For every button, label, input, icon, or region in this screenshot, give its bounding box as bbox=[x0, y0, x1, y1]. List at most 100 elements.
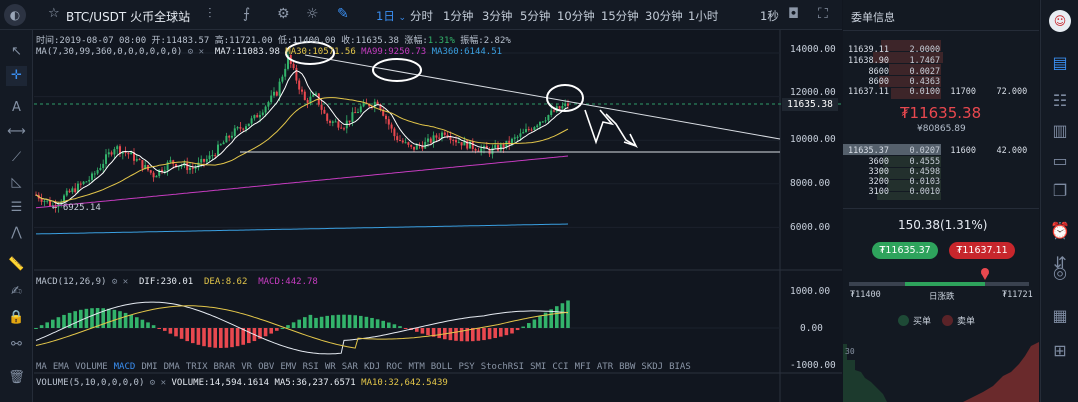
ma-settings-icon[interactable]: ⚙ ✕ bbox=[187, 47, 204, 57]
indicator-tab-stochrsi[interactable]: StochRSI bbox=[480, 362, 525, 372]
interval-5m[interactable]: 5分钟 bbox=[520, 9, 551, 23]
ruler-icon[interactable]: 📏 bbox=[8, 257, 25, 272]
indicator-tab-obv[interactable]: OBV bbox=[258, 362, 275, 372]
interval-1h[interactable]: 1小时 bbox=[688, 9, 719, 23]
crosshair-icon[interactable]: ✛ bbox=[6, 66, 27, 86]
interval-30m[interactable]: 30分钟 bbox=[645, 9, 683, 23]
compare-icon[interactable]: ⇵ bbox=[1053, 253, 1067, 272]
bid-row[interactable]: 3300 0.4598 bbox=[868, 167, 941, 177]
wave-tool-icon[interactable]: ⋀ bbox=[11, 225, 22, 240]
magnet-icon[interactable]: ⚯ bbox=[11, 337, 22, 352]
trash-icon[interactable]: 🗑 bbox=[8, 370, 25, 385]
text-tool-icon[interactable]: A bbox=[12, 100, 21, 115]
indicator-tab-kdj[interactable]: KDJ bbox=[363, 362, 381, 372]
draw-pen-icon[interactable]: ✎ bbox=[337, 6, 349, 22]
indicator-tab-bias[interactable]: BIAS bbox=[669, 362, 691, 372]
indicator-tab-volume[interactable]: VOLUME bbox=[75, 362, 108, 372]
indicator-tab-brar[interactable]: BRAR bbox=[213, 362, 236, 372]
interval-3m[interactable]: 3分钟 bbox=[482, 9, 513, 23]
interval-timeshare[interactable]: 分时 bbox=[410, 9, 433, 23]
macd-settings-icon[interactable]: ⚙ ✕ bbox=[111, 277, 129, 287]
indicator-tab-boll[interactable]: BOLL bbox=[430, 362, 453, 372]
indicator-tab-ema[interactable]: EMA bbox=[52, 362, 70, 372]
orderbook-panel-icon[interactable]: ▤ bbox=[1052, 53, 1068, 72]
cursor-arrow-icon[interactable]: ↖ bbox=[11, 44, 22, 59]
calculator-icon[interactable]: ▦ bbox=[1052, 306, 1068, 325]
ask-row[interactable]: 8600 0.0027 bbox=[868, 67, 941, 77]
indicator-tab-vr[interactable]: VR bbox=[241, 362, 253, 372]
favorite-star-icon[interactable]: ☆ bbox=[48, 6, 60, 21]
settings-gear-icon[interactable]: ⚙ bbox=[277, 6, 290, 22]
annotation-arrow bbox=[584, 109, 615, 145]
compass-icon[interactable]: ◎ bbox=[1053, 263, 1067, 282]
candle-body bbox=[261, 112, 264, 115]
trend-line-icon[interactable]: ⟋ bbox=[11, 150, 22, 165]
bid-row[interactable]: 3200 0.0103 bbox=[868, 177, 941, 187]
candle-body bbox=[219, 144, 222, 146]
chart-type-icon[interactable]: ⫶ bbox=[208, 6, 212, 22]
indicator-icon[interactable]: ⨍ bbox=[243, 6, 251, 22]
indicator-tab-sar[interactable]: SAR bbox=[341, 362, 358, 372]
volume-settings-icon[interactable]: ⚙ ✕ bbox=[149, 378, 167, 388]
symbol-title[interactable]: BTC/USDT 火币全球站 bbox=[66, 8, 190, 25]
theme-sun-icon[interactable]: ☼ bbox=[306, 6, 319, 22]
indicator-tab-bbw[interactable]: BBW bbox=[619, 362, 636, 372]
indicator-tab-dma[interactable]: DMA bbox=[163, 362, 180, 372]
indicator-tab-psy[interactable]: PSY bbox=[458, 362, 475, 372]
ask-row[interactable]: 11638.90 1.7467 bbox=[848, 56, 941, 66]
indicator-tab-mfi[interactable]: MFI bbox=[574, 362, 591, 372]
ask-row[interactable]: 8600 0.4363 bbox=[868, 77, 941, 87]
bid-row[interactable]: 3600 0.4555 bbox=[868, 157, 941, 167]
interval-1d[interactable]: 1日 ⌄ bbox=[376, 9, 407, 23]
lock-icon[interactable]: 🔒 bbox=[8, 310, 25, 325]
bar-time: 2019-08-07 08:00 bbox=[59, 36, 147, 46]
columns-panel-icon[interactable]: ▥ bbox=[1052, 121, 1068, 140]
horizontal-line-icon[interactable]: ⟷ bbox=[7, 124, 26, 139]
screenshot-camera-icon[interactable]: ◘ bbox=[788, 6, 800, 22]
indicator-tab-trix[interactable]: TRIX bbox=[185, 362, 208, 372]
bid-row[interactable]: 11635.37 0.0207 11600 42.000 bbox=[848, 146, 1028, 156]
document-panel-icon[interactable]: ▭ bbox=[1052, 151, 1068, 170]
bid-row[interactable]: 3100 0.0010 bbox=[868, 187, 941, 197]
ask-row[interactable]: 11639.11 2.0000 bbox=[848, 45, 941, 55]
bid-price-button[interactable]: ₮11635.37 bbox=[872, 242, 938, 259]
list-panel-icon[interactable]: ☷ bbox=[1052, 91, 1068, 110]
indicator-tab-wr[interactable]: WR bbox=[324, 362, 336, 372]
brush-icon[interactable]: ✍ bbox=[11, 284, 22, 299]
candle-body bbox=[466, 140, 469, 149]
indicator-tab-dmi[interactable]: DMI bbox=[141, 362, 158, 372]
indicator-tab-emv[interactable]: EMV bbox=[280, 362, 297, 372]
alarm-clock-icon[interactable]: ⏰ bbox=[1050, 221, 1070, 240]
logo-icon: ◐ bbox=[4, 4, 26, 26]
interval-10m[interactable]: 10分钟 bbox=[557, 9, 595, 23]
indicator-tab-smi[interactable]: SMI bbox=[530, 362, 547, 372]
indicator-tab-rsi[interactable]: RSI bbox=[302, 362, 319, 372]
macd-bar bbox=[398, 326, 402, 328]
ma99-value: MA99:9250.73 bbox=[361, 47, 427, 57]
fullscreen-icon[interactable]: ⛶ bbox=[818, 6, 828, 22]
last-price-cny: ¥80865.89 bbox=[917, 124, 966, 134]
avatar-icon[interactable]: ☺ bbox=[1049, 10, 1071, 32]
indicator-tab-cci[interactable]: CCI bbox=[552, 362, 569, 372]
copy-icon[interactable]: ❐ bbox=[1052, 181, 1068, 200]
grid-apps-icon[interactable]: ⊞ bbox=[1053, 341, 1067, 360]
candle-body bbox=[163, 170, 166, 172]
indicator-tab-skdj[interactable]: SKDJ bbox=[641, 362, 664, 372]
ask-row[interactable]: 11637.11 0.0100 11700 72.000 bbox=[848, 87, 1028, 97]
fibonacci-icon[interactable]: ☰ bbox=[10, 200, 23, 215]
macd-axis-label: 0.00 bbox=[800, 323, 823, 334]
candle-body bbox=[449, 137, 452, 140]
indicator-tab-macd[interactable]: MACD bbox=[113, 362, 136, 372]
chart-area[interactable] bbox=[0, 0, 842, 402]
indicator-tab-atr[interactable]: ATR bbox=[596, 362, 614, 372]
macd-bar bbox=[504, 328, 509, 336]
indicator-tab-mtm[interactable]: MTM bbox=[408, 362, 425, 372]
macd-bar bbox=[482, 328, 486, 341]
interval-15m[interactable]: 15分钟 bbox=[601, 9, 639, 23]
triangle-tool-icon[interactable]: ◺ bbox=[11, 175, 22, 190]
indicator-tab-roc[interactable]: ROC bbox=[386, 362, 403, 372]
indicator-tab-ma[interactable]: MA bbox=[36, 362, 47, 372]
ask-price-button[interactable]: ₮11637.11 bbox=[949, 242, 1015, 259]
interval-1m[interactable]: 1分钟 bbox=[443, 9, 474, 23]
realtime-1s[interactable]: 1秒 bbox=[760, 9, 779, 23]
